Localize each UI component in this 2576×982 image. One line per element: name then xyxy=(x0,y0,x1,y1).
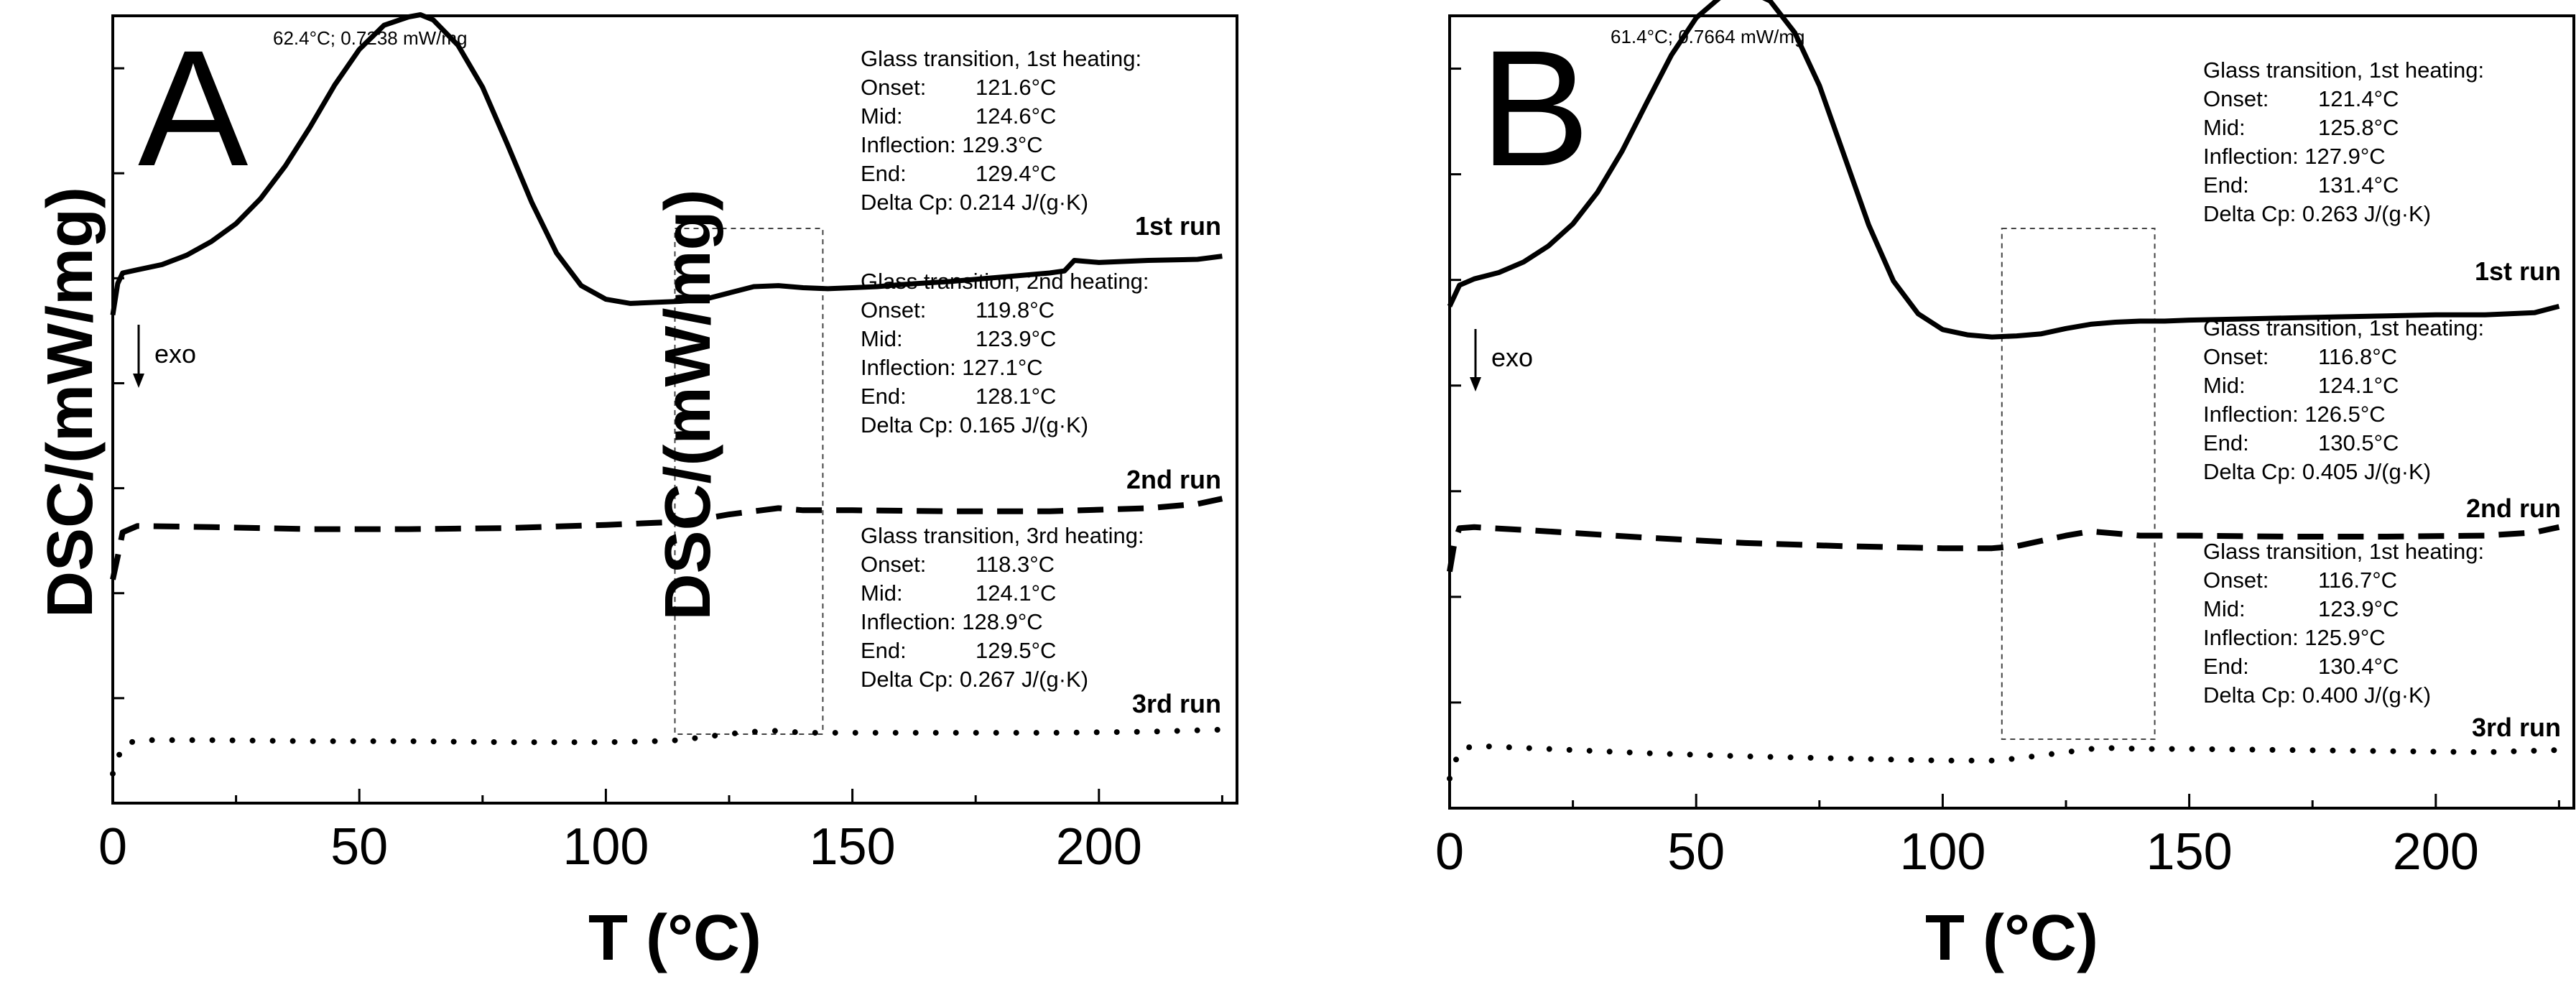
run-label: 1st run xyxy=(2475,256,2561,286)
panel-b: 0 50 100 150 200 T (°C) DSC/(mW/mg) B 61.4°C; 0.… xyxy=(652,0,2575,974)
annotation-end-key: End: xyxy=(2203,654,2249,679)
annotation-onset-value: 116.8°C xyxy=(2318,344,2397,369)
panel-letter: A xyxy=(138,16,248,200)
x-axis-title: T (°C) xyxy=(588,902,761,974)
series-line-3 xyxy=(110,726,1226,777)
run-label: 3rd run xyxy=(1132,689,1221,718)
exo-label: exo xyxy=(154,339,196,369)
annotation-end-value: 128.1°C xyxy=(976,384,1056,409)
annotation-heading: Glass transition, 3rd heating: xyxy=(861,523,1144,548)
run-label: 3rd run xyxy=(2472,713,2561,742)
x-tick-label: 150 xyxy=(2146,823,2233,881)
exo-label: exo xyxy=(1491,343,1533,372)
y-axis-title: DSC/(mW/mg) xyxy=(34,187,106,618)
series-line-2 xyxy=(1447,524,2560,573)
annotation-mid-value: 124.1°C xyxy=(976,580,1056,606)
annotation-end-value: 130.5°C xyxy=(2318,430,2399,455)
series-line-3 xyxy=(1447,743,2562,782)
glass-transition-region-box xyxy=(2001,228,2156,740)
x-axis-title: T (°C) xyxy=(1925,902,2098,974)
annotation-end-value: 129.4°C xyxy=(976,161,1056,186)
annotation-end-key: End: xyxy=(2203,430,2249,455)
annotation-inflection: Inflection: 129.3°C xyxy=(861,132,1043,157)
annotation-inflection: Inflection: 128.9°C xyxy=(861,609,1043,634)
annotation-onset-value: 118.3°C xyxy=(976,552,1055,577)
x-tick-label: 100 xyxy=(1899,823,1986,881)
run-label: 1st run xyxy=(1135,211,1221,241)
annotation-mid-key: Mid: xyxy=(861,103,903,129)
annotation-heading: Glass transition, 1st heating: xyxy=(861,46,1141,71)
annotation-delta-cp: Delta Cp: 0.263 J/(g·K) xyxy=(2203,201,2431,226)
series-line-2 xyxy=(110,496,1223,580)
annotation-delta-cp: Delta Cp: 0.214 J/(g·K) xyxy=(861,190,1088,215)
annotation-mid-value: 123.9°C xyxy=(2318,596,2399,621)
x-tick-label: 0 xyxy=(1435,823,1464,881)
annotation-onset-key: Onset: xyxy=(2203,344,2269,369)
annotation-delta-cp: Delta Cp: 0.165 J/(g·K) xyxy=(861,412,1088,437)
series-line-1 xyxy=(110,12,1223,316)
x-tick-label: 0 xyxy=(98,818,127,876)
series-line-1 xyxy=(1447,0,2560,340)
annotation-mid-key: Mid: xyxy=(861,326,903,351)
annotation-onset-key: Onset: xyxy=(861,75,926,100)
annotation-onset-key: Onset: xyxy=(861,552,926,577)
annotation-inflection: Inflection: 127.9°C xyxy=(2203,144,2386,169)
annotation-onset-value: 121.6°C xyxy=(976,75,1056,100)
annotation-mid-key: Mid: xyxy=(861,580,903,606)
run-label: 2nd run xyxy=(1126,465,1221,494)
annotation-mid-key: Mid: xyxy=(2203,373,2246,398)
plot-frame xyxy=(111,14,1238,805)
run-label: 2nd run xyxy=(2466,494,2561,523)
annotation-delta-cp: Delta Cp: 0.405 J/(g·K) xyxy=(2203,459,2431,484)
x-tick-label: 200 xyxy=(1056,818,1142,876)
annotation-mid-value: 123.9°C xyxy=(976,326,1056,351)
annotation-mid-key: Mid: xyxy=(2203,115,2246,140)
annotation-heading: Glass transition, 2nd heating: xyxy=(861,269,1149,294)
annotation-delta-cp: Delta Cp: 0.400 J/(g·K) xyxy=(2203,682,2431,708)
x-tick-label: 100 xyxy=(562,818,649,876)
annotation-onset-value: 121.4°C xyxy=(2318,86,2399,111)
annotation-mid-value: 125.8°C xyxy=(2318,115,2399,140)
annotation-end-value: 131.4°C xyxy=(2318,172,2399,198)
annotation-inflection: Inflection: 125.9°C xyxy=(2203,625,2386,650)
annotation-onset-key: Onset: xyxy=(2203,568,2269,593)
annotation-end-key: End: xyxy=(861,384,907,409)
annotation-end-key: End: xyxy=(2203,172,2249,198)
annotation-end-value: 129.5°C xyxy=(976,638,1056,663)
x-tick-label: 150 xyxy=(810,818,896,876)
annotation-onset-key: Onset: xyxy=(861,297,926,323)
annotation-mid-value: 124.6°C xyxy=(976,103,1056,129)
panel-letter: B xyxy=(1480,16,1590,200)
annotation-end-key: End: xyxy=(861,161,907,186)
annotation-inflection: Inflection: 127.1°C xyxy=(861,355,1043,380)
annotation-end-key: End: xyxy=(861,638,907,663)
annotation-mid-key: Mid: xyxy=(2203,596,2246,621)
annotation-heading: Glass transition, 1st heating: xyxy=(2203,315,2484,341)
annotation-delta-cp: Delta Cp: 0.267 J/(g·K) xyxy=(861,667,1088,692)
annotation-mid-value: 124.1°C xyxy=(2318,373,2399,398)
annotation-heading: Glass transition, 1st heating: xyxy=(2203,57,2484,83)
annotation-onset-value: 119.8°C xyxy=(976,297,1055,323)
annotation-inflection: Inflection: 126.5°C xyxy=(2203,402,2386,427)
x-tick-label: 50 xyxy=(1667,823,1725,881)
annotation-heading: Glass transition, 1st heating: xyxy=(2203,539,2484,564)
annotation-onset-key: Onset: xyxy=(2203,86,2269,111)
peak-label: 61.4°C; 0.7664 mW/mg xyxy=(1611,26,1805,47)
plot-frame xyxy=(1448,14,2575,810)
exo-arrowhead-icon xyxy=(133,374,144,388)
x-tick-label: 200 xyxy=(2393,823,2479,881)
annotation-end-value: 130.4°C xyxy=(2318,654,2399,679)
x-tick-label: 50 xyxy=(330,818,388,876)
annotation-onset-value: 116.7°C xyxy=(2318,568,2397,593)
exo-arrowhead-icon xyxy=(1470,377,1481,392)
y-axis-title: DSC/(mW/mg) xyxy=(652,190,724,621)
